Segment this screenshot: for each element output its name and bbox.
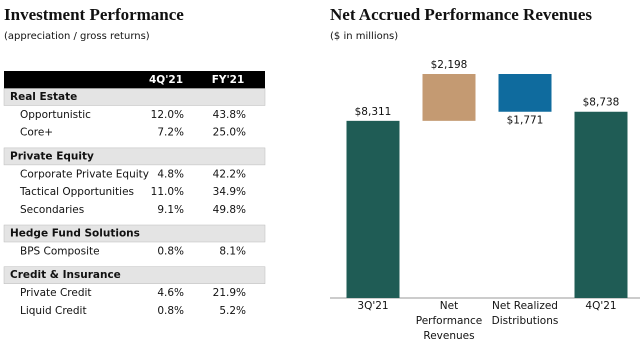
row-value: 12.0% — [151, 109, 184, 121]
chart-subtitle: ($ in millions) — [330, 31, 398, 42]
row-value: 11.0% — [151, 186, 184, 198]
group-header: Private Equity — [10, 150, 94, 162]
row-value: 4.6% — [157, 287, 184, 299]
group-header-bg — [3, 266, 266, 284]
value-label: $2,198 — [431, 59, 468, 71]
row-label: Tactical Opportunities — [19, 186, 134, 198]
bar — [498, 74, 552, 112]
category-label: Net Realized Distributions — [491, 300, 559, 327]
bar — [422, 74, 476, 121]
category-label: 4Q'21 — [585, 300, 617, 312]
value-label: $8,311 — [355, 106, 392, 118]
row-value: 4.8% — [157, 168, 184, 180]
row-value: 34.9% — [213, 186, 246, 198]
row-value: 42.2% — [213, 168, 246, 180]
group-header: Real Estate — [10, 91, 77, 103]
table-title: Investment Performance — [4, 5, 184, 24]
row-value: 49.8% — [213, 204, 246, 216]
row-value: 9.1% — [157, 204, 184, 216]
category-label: Net Performance Revenues — [415, 300, 483, 342]
column-header: FY'21 — [212, 74, 245, 86]
chart-title: Net Accrued Performance Revenues — [330, 5, 592, 24]
group-header-bg — [3, 147, 266, 166]
row-label: BPS Composite — [20, 246, 100, 258]
group-header-bg — [3, 88, 266, 106]
bar — [346, 120, 400, 298]
row-value: 7.2% — [157, 127, 184, 139]
row-value: 5.2% — [219, 305, 246, 317]
value-label: $1,771 — [507, 115, 544, 127]
row-value: 0.8% — [157, 246, 184, 258]
table-header-bar — [4, 71, 265, 89]
bar — [574, 111, 628, 298]
value-label: $8,738 — [583, 97, 620, 109]
row-label: Corporate Private Equity — [20, 168, 149, 180]
row-label: Opportunistic — [20, 109, 91, 121]
category-label: 3Q'21 — [357, 300, 389, 312]
row-label: Private Credit — [20, 287, 92, 299]
row-label: Secondaries — [20, 204, 84, 216]
row-value: 25.0% — [213, 127, 246, 139]
row-label: Liquid Credit — [20, 305, 87, 317]
row-value: 43.8% — [213, 109, 246, 121]
group-header: Credit & Insurance — [10, 269, 121, 281]
row-value: 0.8% — [157, 305, 184, 317]
table-subtitle: (appreciation / gross returns) — [4, 31, 150, 42]
group-header-bg — [3, 224, 266, 243]
row-value: 21.9% — [213, 287, 246, 299]
row-label: Core+ — [20, 127, 53, 139]
group-header: Hedge Fund Solutions — [10, 228, 140, 240]
row-value: 8.1% — [219, 246, 246, 258]
column-header: 4Q'21 — [149, 74, 183, 86]
